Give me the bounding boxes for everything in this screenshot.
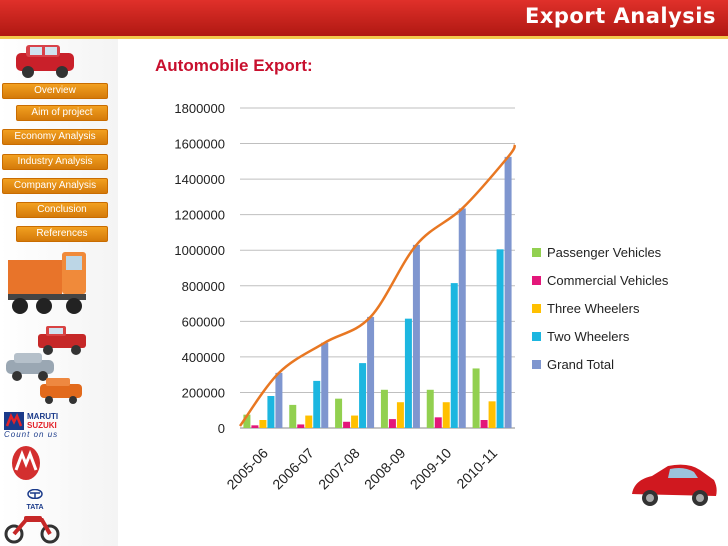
red-hatchback-icon <box>632 464 717 506</box>
tata-name: TATA <box>26 504 44 511</box>
bar-two-wheelers <box>313 380 321 428</box>
y-tick-label: 1200000 <box>174 208 225 223</box>
y-tick-label: 400000 <box>182 350 225 365</box>
y-tick-label: 0 <box>218 421 225 436</box>
bar-passenger-vehicles <box>289 404 297 428</box>
bar-two-wheelers <box>404 318 412 428</box>
sidebar-item-references[interactable]: References <box>16 226 108 242</box>
motorcycle-icon <box>4 516 60 544</box>
maruti-logo-icon <box>4 412 24 430</box>
suv-icon <box>6 353 54 381</box>
bar-three-wheelers <box>305 415 313 428</box>
x-tick-label: 2010-11 <box>453 445 500 492</box>
sidebar-item-conclusion[interactable]: Conclusion <box>16 202 108 218</box>
pickup-truck-icon <box>38 326 86 355</box>
bar-three-wheelers <box>396 402 404 428</box>
bar-three-wheelers <box>259 420 267 428</box>
bar-two-wheelers <box>450 283 458 428</box>
bar-passenger-vehicles <box>472 368 480 428</box>
bar-three-wheelers <box>351 415 359 428</box>
header-accent-line <box>0 36 728 39</box>
legend-label: Three Wheelers <box>547 300 640 316</box>
legend-swatch <box>532 247 541 257</box>
x-tick-label: 2005-06 <box>223 445 271 493</box>
tata-logo-icon <box>27 488 43 500</box>
legend-item-commercial-vehicles: Commercial Vehicles <box>532 266 668 294</box>
page-title: Export Analysis <box>524 4 716 28</box>
bar-commercial-vehicles <box>388 419 396 428</box>
legend-swatch <box>532 275 541 285</box>
bar-two-wheelers <box>359 363 367 428</box>
maruti-suzuki-logo: MARUTI SUZUKI Count on us <box>4 412 68 439</box>
bar-commercial-vehicles <box>480 420 488 428</box>
chart-title: Automobile Export: <box>155 56 313 75</box>
bar-grand-total <box>367 316 375 428</box>
y-tick-label: 1800000 <box>174 101 225 116</box>
x-tick-label: 2008-09 <box>361 445 409 493</box>
trend-line <box>238 144 517 427</box>
sidebar-item-economy-analysis[interactable]: Economy Analysis <box>2 129 108 145</box>
sidebar-item-overview[interactable]: Overview <box>2 83 108 99</box>
y-tick-label: 1000000 <box>174 243 225 258</box>
legend-item-grand-total: Grand Total <box>532 350 668 378</box>
bar-three-wheelers <box>488 401 496 428</box>
maruti-name: MARUTI <box>27 412 59 421</box>
chart-legend: Passenger Vehicles Commercial Vehicles T… <box>532 238 668 378</box>
legend-swatch <box>532 303 541 313</box>
bar-grand-total <box>458 208 466 428</box>
bar-passenger-vehicles <box>243 414 251 428</box>
bar-grand-total <box>504 156 512 428</box>
bar-passenger-vehicles <box>426 389 434 428</box>
bar-commercial-vehicles <box>251 425 259 428</box>
y-tick-label: 200000 <box>182 385 225 400</box>
legend-item-passenger-vehicles: Passenger Vehicles <box>532 238 668 266</box>
bar-two-wheelers <box>267 396 275 428</box>
y-tick-label: 1600000 <box>174 137 225 152</box>
legend-item-three-wheelers: Three Wheelers <box>532 294 668 322</box>
sidebar-item-industry-analysis[interactable]: Industry Analysis <box>2 154 108 170</box>
bar-passenger-vehicles <box>335 398 343 428</box>
legend-label: Passenger Vehicles <box>547 244 662 260</box>
car-thumbnail-icon <box>16 45 74 78</box>
bar-commercial-vehicles <box>297 424 305 428</box>
legend-label: Grand Total <box>547 356 614 372</box>
bar-commercial-vehicles <box>343 421 351 428</box>
y-tick-label: 600000 <box>182 314 225 329</box>
bar-grand-total <box>275 372 283 428</box>
header-bar: Export Analysis <box>0 0 728 36</box>
truck-icon <box>8 252 86 314</box>
y-tick-label: 1400000 <box>174 172 225 187</box>
legend-swatch <box>532 359 541 369</box>
bar-passenger-vehicles <box>380 389 388 428</box>
legend-label: Commercial Vehicles <box>547 272 669 288</box>
maruti-tagline: Count on us <box>4 430 59 439</box>
bar-grand-total <box>412 244 420 428</box>
suzuki-name: SUZUKI <box>27 421 57 430</box>
x-tick-label: 2009-10 <box>407 445 455 493</box>
bar-three-wheelers <box>442 402 450 428</box>
x-tick-label: 2007-08 <box>315 445 363 493</box>
x-tick-label: 2006-07 <box>269 445 317 493</box>
orange-car-icon <box>40 378 82 404</box>
sidebar-item-aim-of-project[interactable]: Aim of project <box>16 105 108 121</box>
mahindra-logo-icon <box>12 446 40 480</box>
tata-logo: TATA <box>22 486 48 511</box>
sidebar-item-company-analysis[interactable]: Company Analysis <box>2 178 108 194</box>
bar-two-wheelers <box>496 249 504 428</box>
legend-swatch <box>532 331 541 341</box>
legend-label: Two Wheelers <box>547 328 630 344</box>
legend-item-two-wheelers: Two Wheelers <box>532 322 668 350</box>
y-tick-label: 800000 <box>182 279 225 294</box>
bar-commercial-vehicles <box>434 417 442 428</box>
bar-grand-total <box>321 342 329 428</box>
